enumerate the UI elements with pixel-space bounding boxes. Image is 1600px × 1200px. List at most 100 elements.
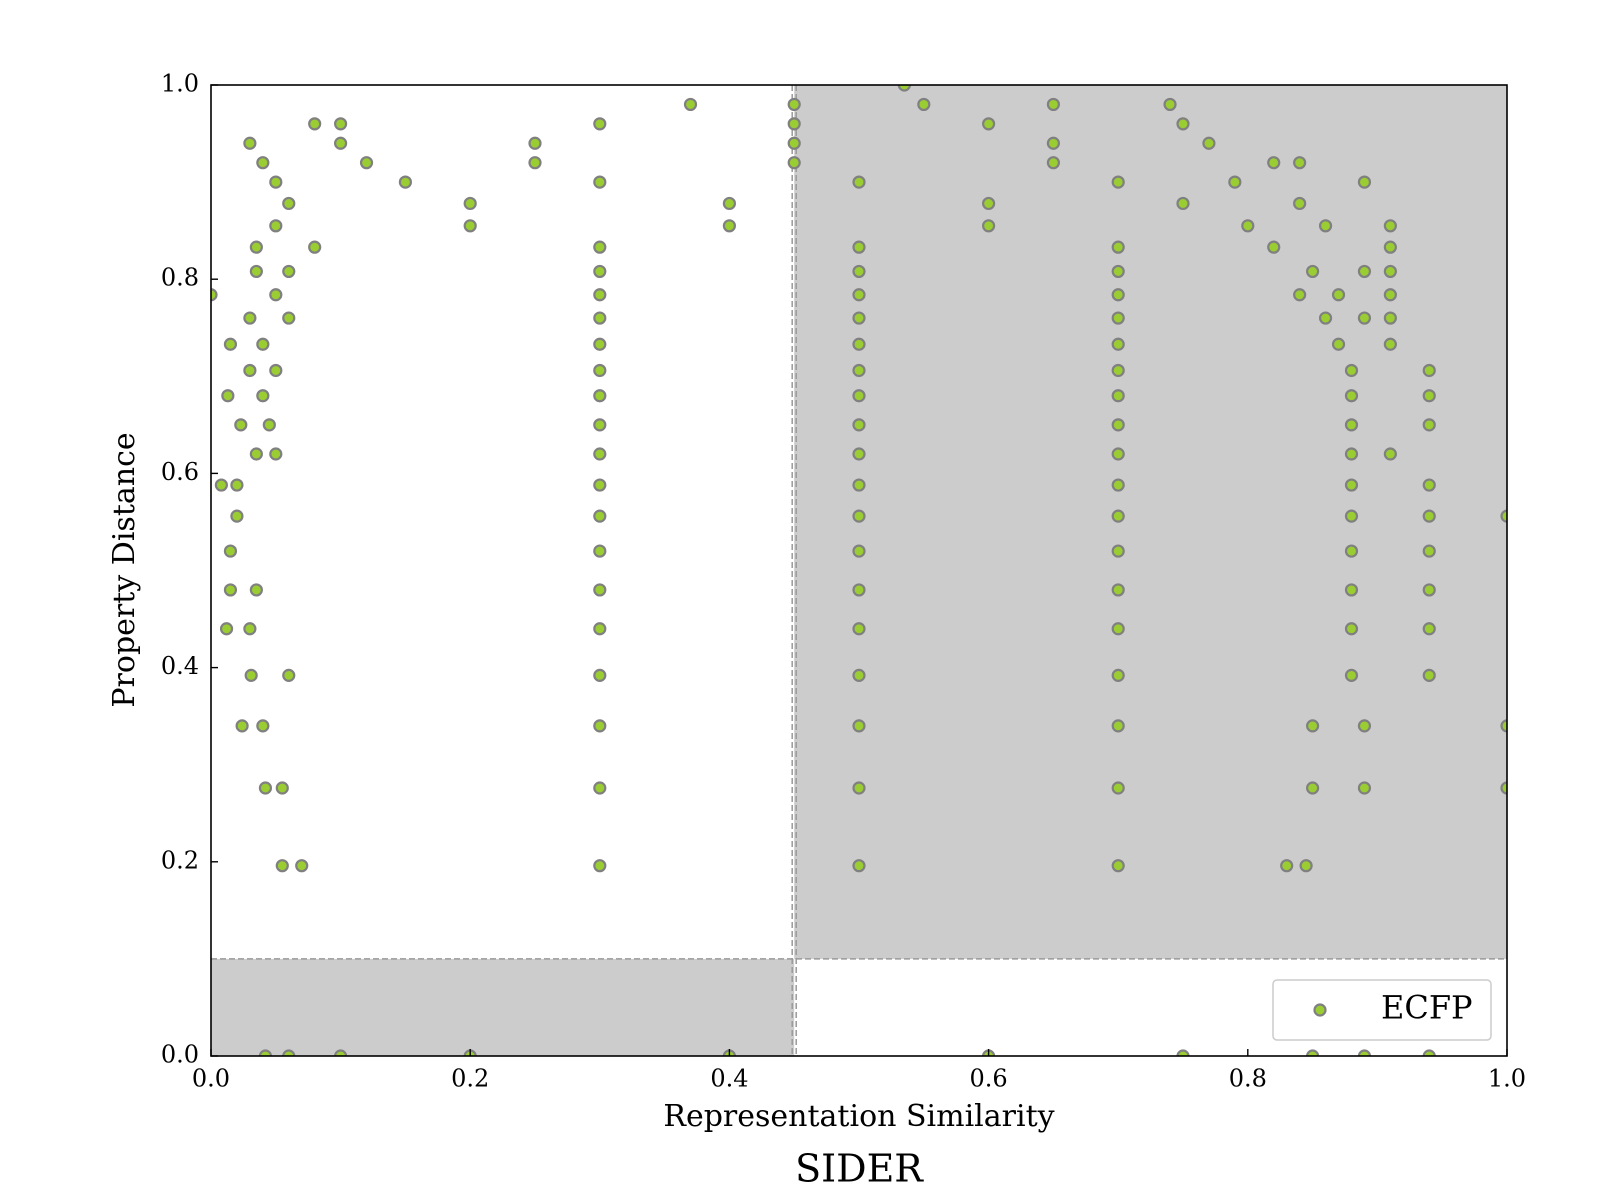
point — [282, 196, 296, 211]
point — [398, 175, 412, 189]
point — [1331, 288, 1346, 302]
point — [234, 418, 248, 432]
point — [295, 859, 309, 873]
point — [258, 1049, 273, 1056]
point — [1500, 719, 1507, 733]
point — [593, 781, 607, 795]
point — [722, 196, 737, 211]
point — [528, 156, 542, 170]
point — [593, 337, 607, 351]
point — [593, 719, 607, 733]
point — [1344, 478, 1359, 492]
legend-marker — [1313, 1003, 1327, 1017]
point — [1202, 136, 1216, 150]
point — [1176, 1049, 1190, 1056]
point — [275, 781, 289, 795]
point — [359, 156, 374, 170]
y-tick-label: 0.2 — [161, 846, 199, 874]
point — [1176, 196, 1190, 211]
point — [282, 668, 296, 682]
point — [1267, 156, 1281, 170]
point — [528, 136, 542, 150]
point — [282, 1049, 296, 1056]
point — [1344, 622, 1359, 636]
point — [1344, 363, 1359, 378]
point — [852, 288, 866, 302]
point — [1111, 583, 1125, 597]
x-tick-label: 0.4 — [710, 1065, 748, 1093]
point — [1344, 418, 1359, 432]
point — [852, 478, 866, 492]
point — [1241, 219, 1255, 233]
point — [593, 544, 607, 558]
point — [1422, 622, 1436, 636]
point — [1176, 117, 1190, 131]
point — [269, 219, 283, 233]
point — [1422, 668, 1436, 682]
point — [1111, 447, 1125, 461]
point — [722, 219, 737, 233]
point — [593, 509, 607, 523]
point — [852, 418, 866, 432]
point — [1111, 418, 1125, 432]
point — [593, 859, 607, 873]
point — [1228, 175, 1242, 189]
point — [1422, 478, 1436, 492]
point — [1111, 337, 1125, 351]
point — [1422, 509, 1436, 523]
point — [897, 85, 911, 92]
x-tick-label: 0.6 — [970, 1065, 1008, 1093]
point — [1383, 240, 1397, 254]
point — [1305, 781, 1320, 795]
y-tick-label: 0.6 — [161, 458, 199, 486]
point — [1344, 447, 1359, 461]
point — [852, 622, 866, 636]
point — [683, 97, 698, 112]
point — [852, 311, 866, 325]
point — [1046, 97, 1061, 112]
point — [1163, 97, 1177, 112]
y-axis-label: Property Distance — [107, 432, 142, 707]
point — [1111, 859, 1125, 873]
point — [1357, 781, 1372, 795]
point — [787, 136, 801, 150]
point — [1111, 544, 1125, 558]
point — [1305, 264, 1320, 279]
point — [230, 478, 244, 492]
point — [334, 136, 348, 150]
point — [593, 288, 607, 302]
point — [852, 781, 866, 795]
point — [593, 447, 607, 461]
point — [1111, 781, 1125, 795]
point — [917, 97, 931, 112]
point — [1111, 311, 1125, 325]
x-tick-label: 0.8 — [1229, 1065, 1267, 1093]
point — [249, 583, 263, 597]
point — [1422, 1049, 1436, 1056]
point — [1305, 719, 1320, 733]
point — [249, 240, 263, 254]
point — [1344, 583, 1359, 597]
point — [1046, 156, 1061, 170]
point — [1344, 544, 1359, 558]
point — [269, 363, 283, 378]
point — [223, 544, 238, 558]
point — [852, 583, 866, 597]
point — [334, 1049, 348, 1056]
point — [308, 117, 322, 131]
point — [1383, 337, 1397, 351]
point — [593, 175, 607, 189]
point — [219, 622, 234, 636]
point — [593, 418, 607, 432]
point — [593, 583, 607, 597]
y-tick-label: 1.0 — [161, 70, 199, 98]
y-tick-label: 0.8 — [161, 264, 199, 292]
point — [1111, 668, 1125, 682]
point — [223, 337, 238, 351]
point — [1383, 447, 1397, 461]
point — [256, 156, 270, 170]
shaded-region — [211, 958, 795, 1056]
point — [243, 622, 257, 636]
plot-frame — [210, 84, 1508, 1057]
